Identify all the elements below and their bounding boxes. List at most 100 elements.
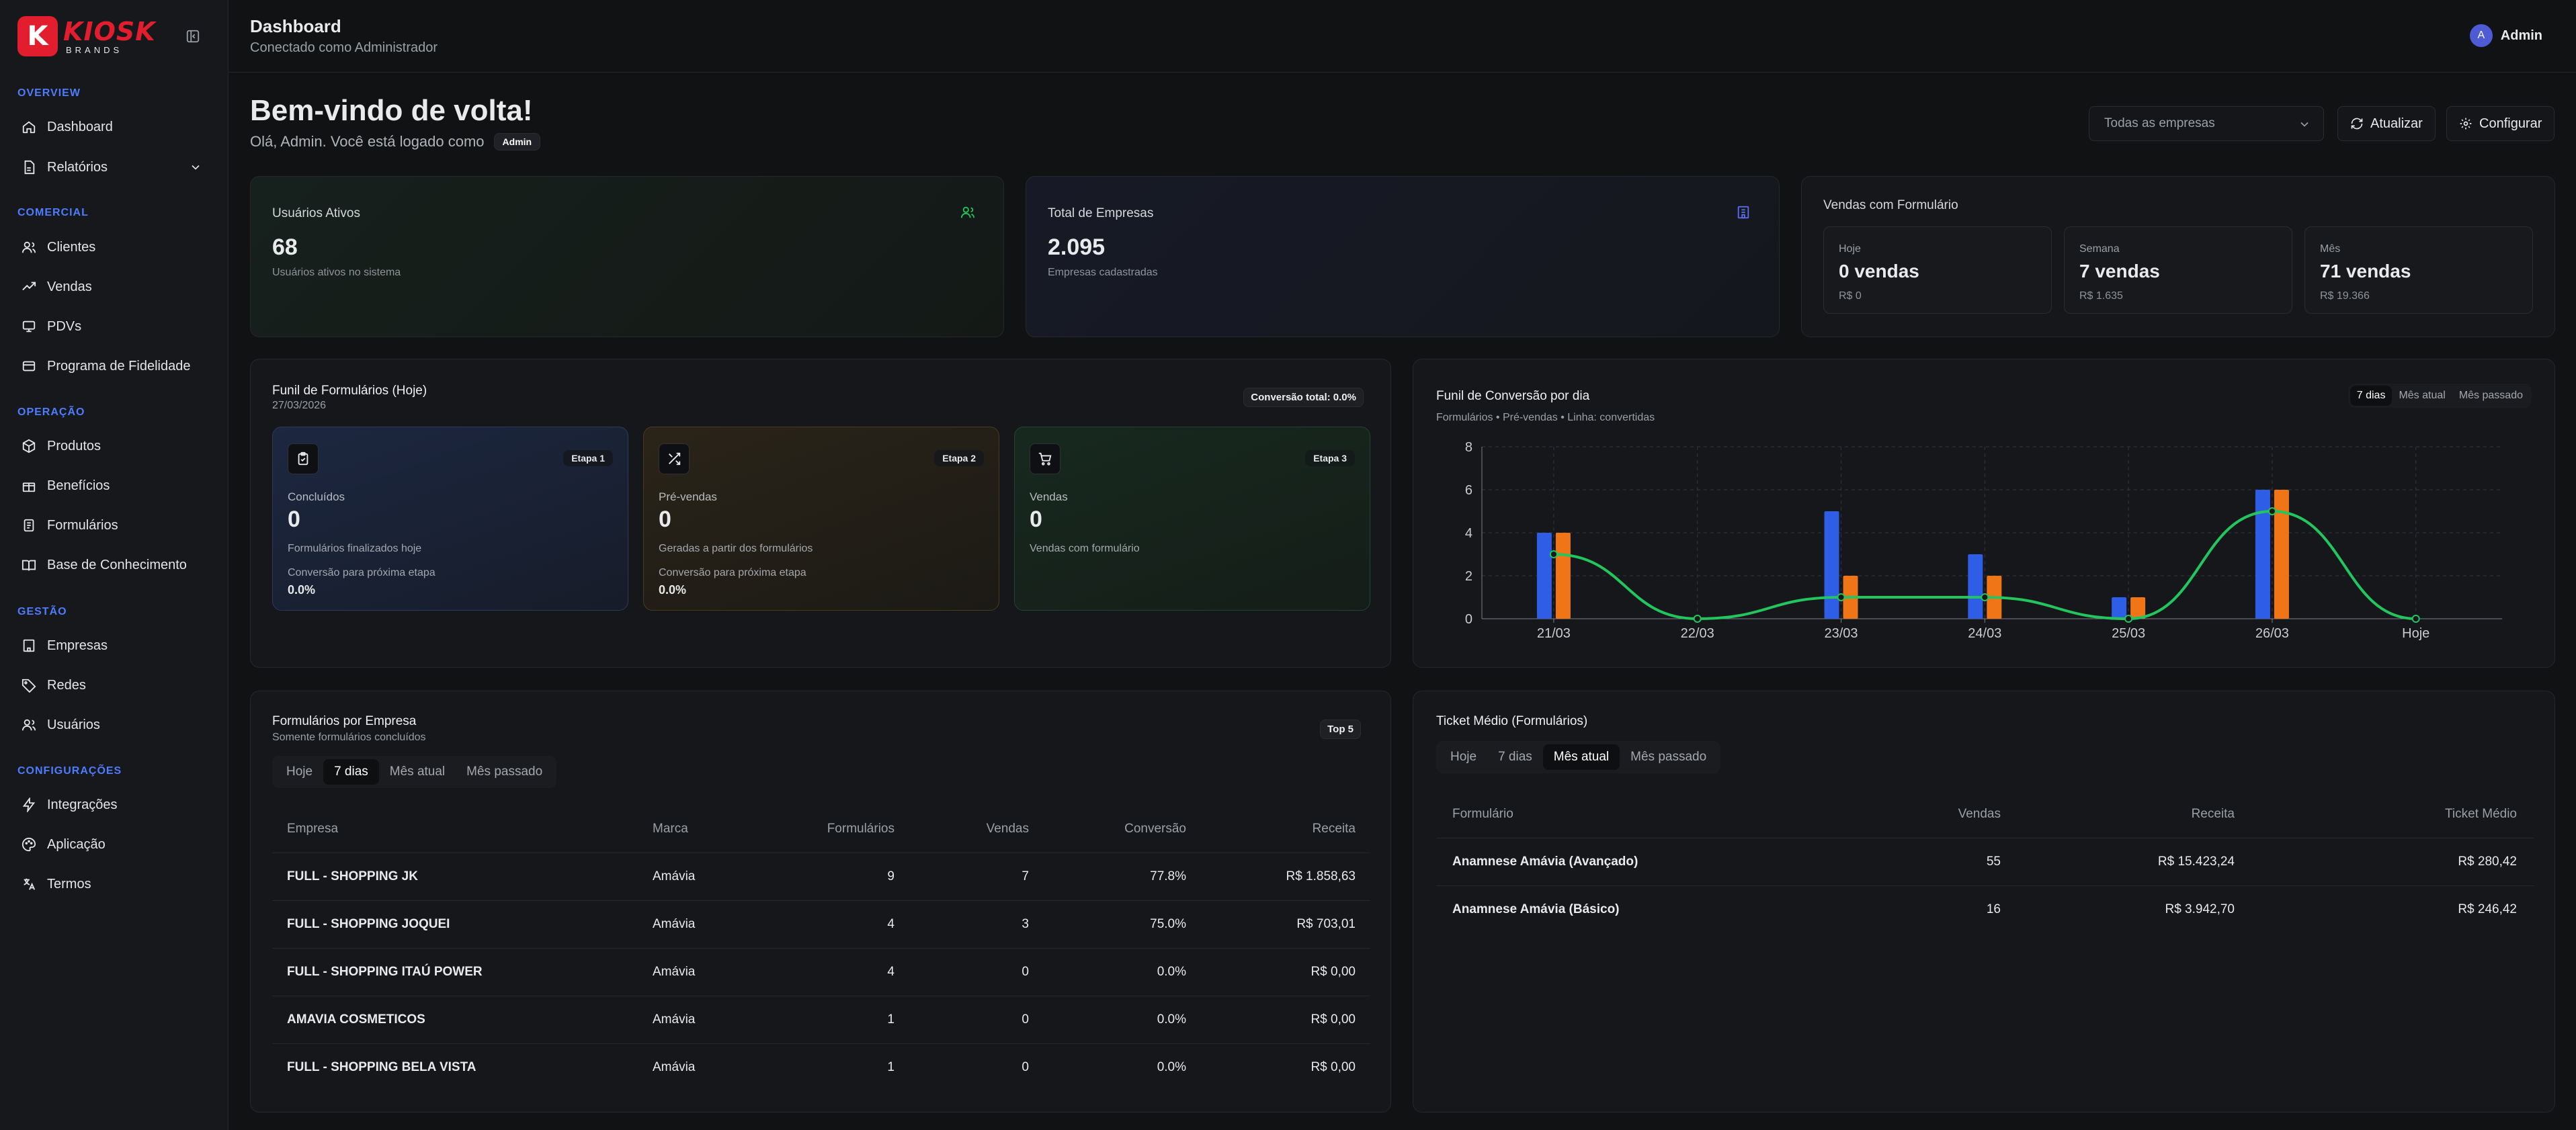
sidebar-item-formularios[interactable]: Formulários <box>12 509 210 542</box>
active-users-value: 68 <box>272 234 298 260</box>
nav-section-operacao: OPERAÇÃO <box>17 406 85 418</box>
cell-empresa: FULL - SHOPPING ITAÚ POWER <box>287 965 483 979</box>
tab-mes-passado[interactable]: Mês passado <box>1630 750 1707 764</box>
chart-period-tabs: 7 dias Mês atual Mês passado <box>2348 384 2532 408</box>
cell-empresa: FULL - SHOPPING BELA VISTA <box>287 1060 476 1074</box>
stage-desc: Geradas a partir dos formulários <box>659 543 813 554</box>
col-vendas: Vendas <box>1958 807 2001 821</box>
cell-receita: R$ 1.858,63 <box>1286 869 1356 883</box>
form-sales-month: Mês 71 vendas R$ 19.366 <box>2304 226 2533 314</box>
table-row[interactable]: FULL - SHOPPING BELA VISTA Amávia 1 0 0.… <box>272 1044 1370 1092</box>
cell-ticket-medio: R$ 246,42 <box>2458 902 2517 916</box>
ticket-table: Formulário Vendas Receita Ticket Médio A… <box>1436 791 2534 939</box>
y-tick-label: 6 <box>1465 483 1472 498</box>
tab-hoje[interactable]: Hoje <box>286 765 313 779</box>
cell-marca: Amávia <box>653 1012 696 1027</box>
conversion-chart: 0 2 4 6 8 21/03 22/03 23/03 24/03 25/03 26/03 Hoje <box>1465 440 2502 641</box>
tab-mes-passado[interactable]: Mês passado <box>2458 390 2523 401</box>
stage-conv-label: Conversão para próxima etapa <box>659 567 806 578</box>
company-select-value: Todas as empresas <box>2104 116 2215 130</box>
cell-receita: R$ 703,01 <box>1296 917 1356 931</box>
stage-label: Pré-vendas <box>659 490 717 503</box>
cell-vendas: 16 <box>1986 902 2001 916</box>
active-users-card: Usuários Ativos 68 Usuários ativos no si… <box>250 176 1004 337</box>
sidebar-item-usuarios[interactable]: Usuários <box>12 708 210 742</box>
configure-label: Configurar <box>2479 116 2542 131</box>
tab-mes-atual[interactable]: Mês atual <box>389 765 446 779</box>
nav-section-gestao: GESTÃO <box>17 606 67 617</box>
tab-mes-atual[interactable]: Mês atual <box>1542 744 1620 770</box>
tab-7-dias[interactable]: 7 dias <box>2350 386 2393 406</box>
card-title: Vendas com Formulário <box>1823 198 1958 212</box>
tag-icon <box>22 678 36 693</box>
stage-label: Concluídos <box>288 490 345 503</box>
cell-receita: R$ 0,00 <box>1311 1060 1356 1074</box>
bar-formulrios <box>1536 533 1552 619</box>
tab-mes-atual[interactable]: Mês atual <box>2399 390 2446 401</box>
sidebar-item-termos[interactable]: Termos <box>12 867 210 901</box>
bar-prvendas <box>2274 490 2289 619</box>
sidebar-item-aplicacao[interactable]: Aplicação <box>12 828 210 861</box>
tab-7-dias[interactable]: 7 dias <box>1498 750 1532 764</box>
cell-empresa: FULL - SHOPPING JK <box>287 869 418 883</box>
sidebar-item-label: Usuários <box>47 717 100 732</box>
sidebar-item-relatorios[interactable]: Relatórios <box>12 150 210 184</box>
forms-company-tabs: Hoje 7 dias Mês atual Mês passado <box>272 756 557 788</box>
y-tick-label: 4 <box>1465 526 1472 541</box>
table-row[interactable]: Anamnese Amávia (Avançado) 55 R$ 15.423,… <box>1436 838 2534 886</box>
sidebar-item-label: Produtos <box>47 438 101 453</box>
sidebar-collapse-icon[interactable] <box>181 24 205 48</box>
form-icon <box>22 518 36 533</box>
user-menu[interactable]: A Admin <box>2469 24 2542 47</box>
company-select[interactable]: Todas as empresas <box>2089 106 2324 141</box>
cell-formularios: 1 <box>887 1012 895 1027</box>
translate-icon <box>22 877 36 892</box>
cell-receita: R$ 15.423,24 <box>2157 855 2235 869</box>
cell-conversao: 0.0% <box>1157 965 1186 979</box>
x-tick-label: 24/03 <box>1968 626 2001 641</box>
x-tick-label: 21/03 <box>1537 626 1571 641</box>
sidebar-item-dashboard[interactable]: Dashboard <box>12 110 210 144</box>
cell-conversao: 0.0% <box>1157 1060 1186 1074</box>
sidebar-item-label: Aplicação <box>47 836 106 852</box>
line-point <box>2411 615 2420 623</box>
sidebar-item-produtos[interactable]: Produtos <box>12 429 210 463</box>
sidebar-item-fidelidade[interactable]: Programa de Fidelidade <box>12 349 210 383</box>
bar-formulrios <box>1824 511 1839 619</box>
ticket-medio-card: Ticket Médio (Formulários) Hoje 7 dias M… <box>1413 691 2555 1113</box>
tab-hoje[interactable]: Hoje <box>1450 750 1477 764</box>
sidebar-item-label: Dashboard <box>47 119 113 134</box>
sidebar-item-redes[interactable]: Redes <box>12 668 210 702</box>
sidebar-item-label: PDVs <box>47 318 82 334</box>
y-tick-label: 8 <box>1465 440 1472 455</box>
chevron-down-icon[interactable] <box>189 161 202 174</box>
sidebar-item-clientes[interactable]: Clientes <box>12 230 210 264</box>
configure-button[interactable]: Configurar <box>2446 106 2555 141</box>
table-row[interactable]: FULL - SHOPPING JK Amávia 9 7 77.8% R$ 1… <box>272 853 1370 901</box>
table-row[interactable]: Anamnese Amávia (Básico) 16 R$ 3.942,70 … <box>1436 886 2534 934</box>
brand-logo[interactable]: K KIOSK BRANDS <box>17 13 212 59</box>
sidebar-item-empresas[interactable]: Empresas <box>12 629 210 662</box>
top5-badge: Top 5 <box>1320 720 1361 739</box>
sidebar-item-vendas[interactable]: Vendas <box>12 270 210 304</box>
sidebar-item-beneficios[interactable]: Benefícios <box>12 469 210 503</box>
refresh-button[interactable]: Atualizar <box>2337 106 2436 141</box>
tab-7-dias[interactable]: 7 dias <box>323 759 379 785</box>
cell-vendas: 55 <box>1986 855 2001 869</box>
sidebar-item-integracoes[interactable]: Integrações <box>12 788 210 822</box>
sidebar-item-pdvs[interactable]: PDVs <box>12 310 210 343</box>
table-row[interactable]: AMAVIA COSMETICOS Amávia 1 0 0.0% R$ 0,0… <box>272 996 1370 1044</box>
table-row[interactable]: FULL - SHOPPING ITAÚ POWER Amávia 4 0 0.… <box>272 949 1370 996</box>
cell-conversao: 75.0% <box>1150 917 1186 931</box>
tab-mes-passado[interactable]: Mês passado <box>466 765 543 779</box>
ticket-tabs: Hoje 7 dias Mês atual Mês passado <box>1436 741 1721 773</box>
sidebar-item-base-conhecimento[interactable]: Base de Conhecimento <box>12 548 210 582</box>
cell-vendas: 7 <box>1022 869 1029 883</box>
gear-icon <box>2459 117 2473 130</box>
trend-icon <box>22 279 36 294</box>
period-sub: R$ 0 <box>1839 290 1862 302</box>
stage-conv-value: 0.0% <box>659 583 687 597</box>
page-title: Dashboard <box>250 16 341 36</box>
table-row[interactable]: FULL - SHOPPING JOQUEI Amávia 4 3 75.0% … <box>272 901 1370 949</box>
stage-value: 0 <box>288 507 300 532</box>
